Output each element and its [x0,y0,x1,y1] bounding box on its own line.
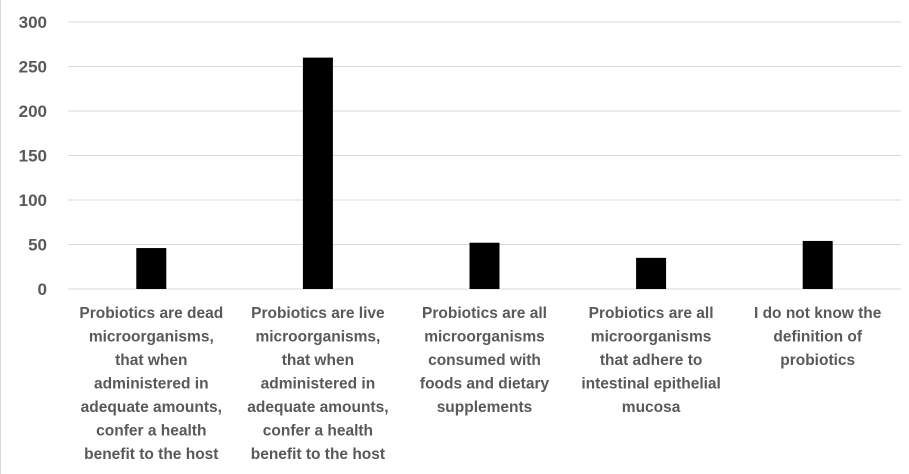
x-category-label-line: that when [282,352,354,369]
x-category-label-5: I do not know the definition of probiotics [754,305,882,369]
x-category-label-line: benefit to the host [84,446,218,463]
x-category-label-2: Probiotics are live microorganisms, that w… [247,305,388,463]
gridlines [68,21,901,290]
y-axis: 0 50 100 150 200 250 300 [19,13,47,299]
x-category-label-line: microorganisms [591,329,712,346]
y-tick-label: 100 [19,191,47,210]
y-tick-label: 300 [19,13,47,32]
x-category-label-line: consumed with [428,352,541,369]
x-category-label-line: I do not know the [754,305,882,322]
x-category-label-line: Probiotics are all [589,305,714,322]
bar-5 [802,240,833,289]
x-category-label-line: probiotics [780,352,855,369]
x-category-label-3: Probiotics are all microorganisms consumed… [420,305,550,416]
y-tick-label: 250 [19,58,47,77]
x-category-label-line: mucosa [622,399,681,416]
x-category-label-line: Probiotics are live [251,305,385,322]
bar-2 [302,57,333,289]
y-tick-label: 0 [38,280,47,299]
x-category-label-line: microorganisms, [89,329,214,346]
x-category-label-line: Probiotics are dead [79,305,223,322]
x-axis: Probiotics are dead microorganisms, that w… [79,305,881,463]
x-category-label-line: foods and dietary [420,376,550,393]
bars [136,57,833,289]
bar-4 [636,257,667,289]
x-category-label-line: microorganisms [424,329,545,346]
x-category-label-1: Probiotics are dead microorganisms, that w… [79,305,223,463]
x-category-label-line: confer a health [263,423,373,440]
x-category-label-line: that adhere to [600,352,702,369]
x-category-label-line: administered in [261,376,376,393]
x-category-label-line: adequate amounts, [81,399,222,416]
bar-3 [469,242,500,289]
x-category-label-line: Probiotics are all [422,305,547,322]
x-category-label-line: definition of [773,329,863,346]
x-category-label-line: that when [115,352,187,369]
y-tick-label: 150 [19,147,47,166]
x-category-label-line: confer a health [96,423,206,440]
y-tick-label: 50 [28,236,47,255]
x-category-label-line: supplements [437,399,533,416]
x-category-label-line: adequate amounts, [247,399,388,416]
x-category-label-line: microorganisms, [255,329,380,346]
bar-1 [136,248,167,289]
x-category-label-line: administered in [94,376,209,393]
x-category-label-line: benefit to the host [251,446,385,463]
x-category-label-4: Probiotics are all microorganisms that adh… [581,305,721,416]
x-category-label-line: intestinal epithelial [581,376,721,393]
y-tick-label: 200 [19,102,47,121]
